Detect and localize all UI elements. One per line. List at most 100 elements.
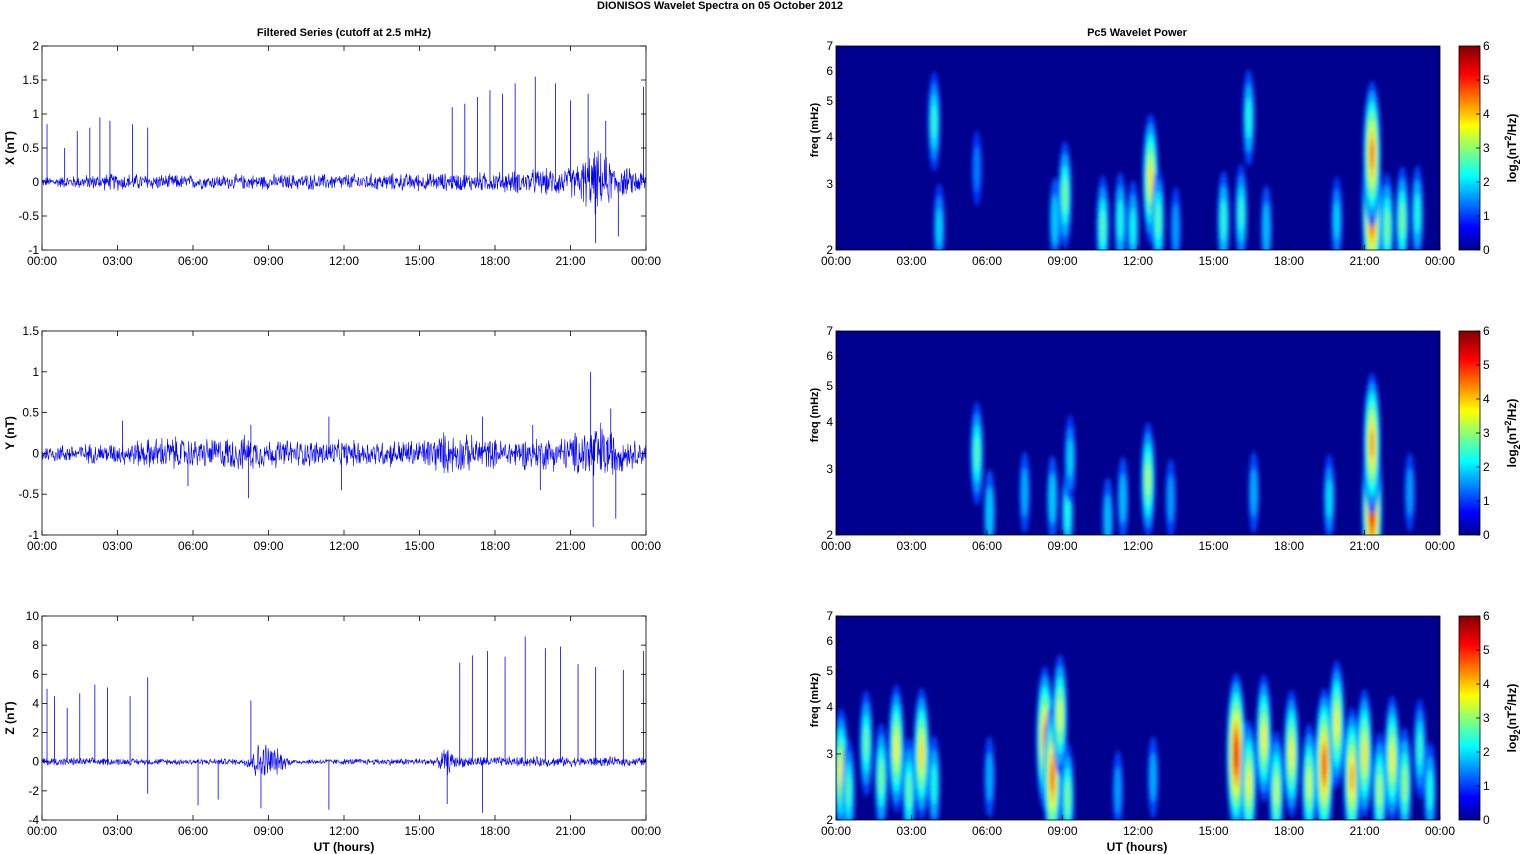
- power-blob-11: [1220, 199, 1227, 242]
- power-blob-0: [839, 756, 843, 786]
- y-tick-label: 6: [826, 64, 833, 78]
- power-blob-8: [1146, 464, 1151, 497]
- power-blob-14: [1406, 468, 1413, 517]
- y-tick-label: 0.5: [22, 406, 39, 420]
- power-blob-5: [1100, 209, 1105, 245]
- power-blob-1: [936, 208, 942, 247]
- power-blob-21: [1322, 751, 1326, 779]
- colorbar-tick-label: 1: [1483, 209, 1490, 223]
- power-blob-6: [1117, 199, 1124, 241]
- y-axis-label: Y (nT): [3, 416, 17, 450]
- y-tick-label: -2: [28, 784, 39, 798]
- y-tick-label: 7: [826, 39, 833, 53]
- power-blob-8: [1148, 163, 1153, 194]
- power-blob-27: [1402, 764, 1408, 803]
- y-tick-label: 7: [826, 324, 833, 338]
- power-blob-25: [1377, 774, 1382, 807]
- power-blob-18: [1384, 209, 1390, 246]
- x-tick-label: 18:00: [480, 254, 510, 268]
- colorbar-tick-label: 0: [1483, 813, 1490, 827]
- power-blob-2: [863, 725, 869, 762]
- power-blob-5: [906, 772, 912, 808]
- x-tick-label: 21:00: [555, 824, 585, 838]
- power-blob-22: [1334, 709, 1339, 740]
- x-tick-label: 06:00: [972, 254, 1002, 268]
- timeseries-panel-y: -1 -0.5 0 0.5 1 1.5 00:00 03:00 06:00 09:00 12:00 1…: [3, 324, 661, 553]
- y-tick-label: 5: [826, 379, 833, 393]
- x-tick-label: 03:00: [896, 254, 926, 268]
- x-tick-label: 21:00: [1349, 539, 1379, 553]
- colorbar-tick-label: 1: [1483, 494, 1490, 508]
- x-tick-label: 09:00: [1047, 254, 1077, 268]
- colorbar-tick-label: 4: [1483, 677, 1490, 691]
- power-blob-7: [1130, 207, 1136, 248]
- power-blob-10: [1250, 467, 1258, 517]
- y-tick-label: 3: [826, 462, 833, 476]
- power-blob-24: [1362, 738, 1367, 769]
- y-tick-label: 2: [32, 39, 39, 53]
- x-tick-label: 00:00: [631, 254, 661, 268]
- power-blob-20: [1414, 193, 1421, 235]
- x-tick-label: 06:00: [178, 824, 208, 838]
- power-blob-13: [1370, 429, 1374, 459]
- y-tick-label: 1: [32, 365, 39, 379]
- colorbar-tick-label: 3: [1483, 426, 1490, 440]
- power-blob-17: [1261, 723, 1266, 754]
- power-blob-29: [1427, 769, 1433, 811]
- power-blob-3: [879, 759, 884, 796]
- x-tick-label: 12:00: [329, 539, 359, 553]
- power-blob-12: [1239, 196, 1244, 231]
- x-tick-label: 18:00: [480, 539, 510, 553]
- power-blobs: [836, 654, 1437, 820]
- y-tick-label: 5: [826, 94, 833, 108]
- y-tick-label: 1.5: [22, 324, 39, 338]
- power-blob-7: [931, 763, 937, 805]
- colorbar-tick-label: 0: [1483, 528, 1490, 542]
- power-blob-2: [973, 145, 980, 192]
- y-tick-label: 0: [32, 175, 39, 189]
- colorbar-tick-label: 2: [1483, 175, 1490, 189]
- colorbar-tick-label: 0: [1483, 243, 1490, 257]
- x-tick-label: 15:00: [404, 254, 434, 268]
- power-blob-11: [1326, 479, 1332, 518]
- y-tick-label: 2: [826, 243, 833, 257]
- spectrogram-panel-1: 2 3 4 5 6 7 00:00 03:00 06:00 09:00 12:00 15:00 18:0…: [809, 39, 1521, 268]
- x-tick-label: 21:00: [1349, 824, 1379, 838]
- y-tick-label: 4: [826, 415, 833, 429]
- y-tick-label: 5: [826, 664, 833, 678]
- power-blob-14: [1149, 752, 1157, 802]
- power-blob-9: [1155, 202, 1161, 238]
- x-tick-label: 00:00: [1425, 254, 1455, 268]
- colorbar-tick-label: 1: [1483, 779, 1490, 793]
- power-blob-15: [1334, 201, 1340, 240]
- colorbar-tick-label: 5: [1483, 643, 1490, 657]
- colorbar-tick-label: 4: [1483, 107, 1490, 121]
- y-tick-label: 6: [32, 667, 39, 681]
- colorbar-tick-label: 5: [1483, 73, 1490, 87]
- x-tick-label: 00:00: [27, 539, 57, 553]
- power-blob-12: [1065, 779, 1070, 816]
- power-blob-14: [1263, 202, 1270, 250]
- x-tick-label: 09:00: [253, 539, 283, 553]
- x-tick-label: 09:00: [1047, 539, 1077, 553]
- y-tick-label: 2: [826, 528, 833, 542]
- x-tick-label: 21:00: [555, 539, 585, 553]
- x-tick-label: 00:00: [821, 824, 851, 838]
- x-tick-label: 12:00: [1123, 539, 1153, 553]
- colorbar-tick-label: 6: [1483, 324, 1490, 338]
- y-tick-label: 4: [826, 700, 833, 714]
- x-tick-label: 18:00: [480, 824, 510, 838]
- power-blob-4: [1062, 177, 1068, 214]
- power-blob-18: [1274, 774, 1279, 807]
- x-tick-label: 00:00: [821, 539, 851, 553]
- colorbar-label: log2(nT2/Hz): [1503, 114, 1521, 183]
- y-tick-label: -1: [28, 528, 39, 542]
- y-tick-label: 6: [826, 349, 833, 363]
- x-tick-label: 15:00: [1198, 824, 1228, 838]
- power-blob-6: [1104, 494, 1112, 535]
- left-column-title: Filtered Series (cutoff at 2.5 mHz): [257, 27, 432, 39]
- y-tick-label: 2: [32, 726, 39, 740]
- signal-trace: [41, 150, 647, 215]
- plot-area: [42, 616, 646, 820]
